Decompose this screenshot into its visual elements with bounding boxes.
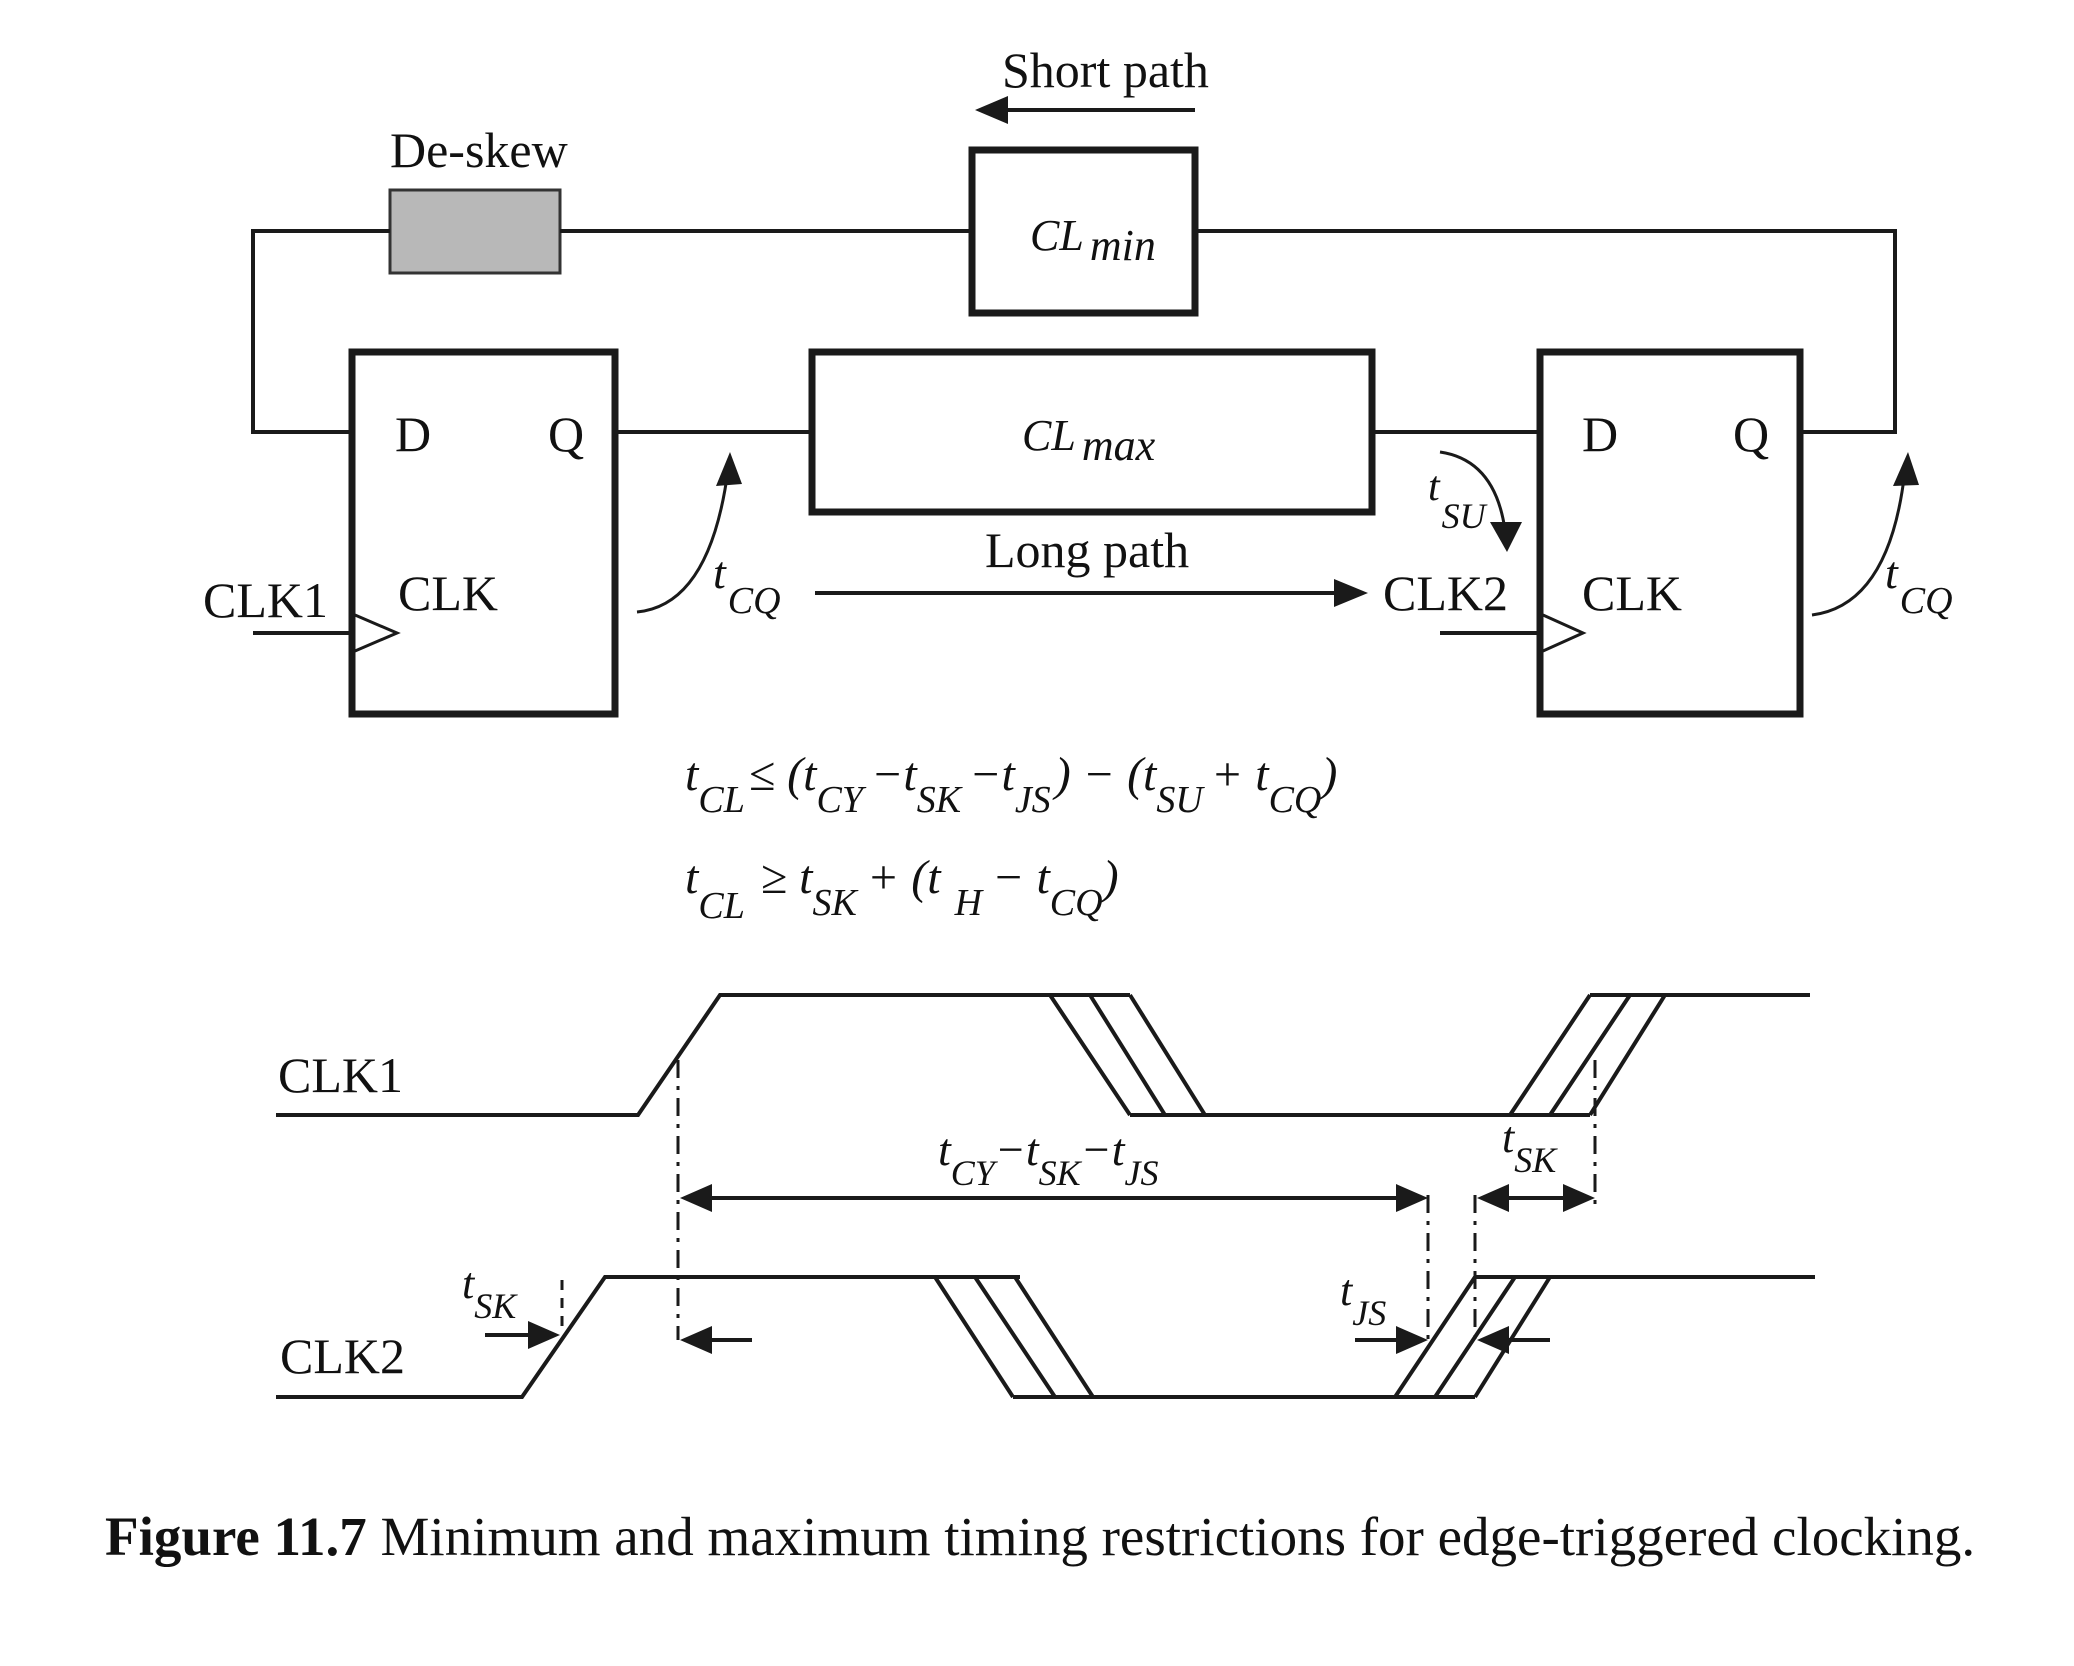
clk1-rise-edge-1 (1508, 993, 1592, 1117)
clk2-rise-edge-1 (1393, 1275, 1477, 1399)
tsu-arrow-curve (1439, 450, 1507, 531)
clk2-waveform-label: CLK2 (280, 1328, 405, 1384)
tjs-label: tJS (1340, 1266, 1386, 1333)
tcy-arrow-left (680, 1184, 712, 1212)
tcq1-label: tCQ (713, 547, 781, 622)
de-skew-label: De-skew (390, 122, 568, 178)
figure-caption: Figure 11.7 Minimum and maximum timing r… (105, 1505, 2005, 1568)
clk2-fall-edge-1 (933, 1275, 1015, 1399)
timing-waveforms: CLK1 CLK2 tCY−tSK−tJS (276, 993, 1815, 1399)
clk2-fall-edge-3 (1013, 1275, 1095, 1399)
circuit-schematic: Short path De-skew CL min D Q CLK CLK1 CL… (203, 42, 1953, 718)
clk2-rise-edge-3 (1473, 1275, 1552, 1399)
tcq2-arrow-curve (1811, 469, 1907, 617)
clk2-waveform (276, 1275, 1020, 1399)
clk1-fall-edge-2 (1088, 993, 1167, 1117)
tjs-arrow-head-left (1396, 1326, 1428, 1354)
timing-equations: tCL≤ (tCY −tSK −tJS) − (tSU + tCQ) tCL≥ tSK… (685, 748, 1337, 927)
equation-max: tCL≤ (tCY −tSK −tJS) − (tSU + tCQ) (685, 748, 1337, 821)
ff2-d-label: D (1582, 406, 1618, 462)
cl-max-label: CL max (1022, 411, 1156, 470)
equation-min: tCL≥ tSK + (t H − tCQ) (685, 851, 1119, 927)
clk2-fall-edge-2 (973, 1275, 1057, 1399)
tcq1-arrow-curve (636, 469, 730, 614)
clk1-waveform (276, 993, 1130, 1117)
tsu-label: tSU (1428, 464, 1488, 536)
tcy-label: tCY−tSK−tJS (938, 1124, 1158, 1193)
de-skew-block (388, 188, 562, 275)
short-path-label: Short path (1002, 42, 1209, 98)
ff1-d-label: D (395, 406, 431, 462)
clk1-fall-edge-1 (1048, 993, 1132, 1117)
tsk-top-arrow-right (1563, 1184, 1595, 1212)
tcq1-arrow-head (716, 452, 742, 486)
cl-max-box (808, 348, 1376, 516)
caption-text: Minimum and maximum timing restrictions … (366, 1506, 1976, 1567)
tsk-left-label: tSK (462, 1259, 518, 1326)
tjs-arrow-head-right (1477, 1326, 1509, 1354)
ff2-clk-label: CLK (1582, 565, 1682, 621)
ff1-clk-label: CLK (398, 565, 498, 621)
ff2-clock-triangle (1542, 613, 1587, 653)
clk2-input-label: CLK2 (1383, 565, 1508, 621)
feedback-wire-right (1197, 229, 1897, 434)
clk1-waveform-label: CLK1 (278, 1047, 403, 1103)
ff1-q-label: Q (548, 406, 584, 462)
tsk-top-label: tSK (1502, 1113, 1558, 1180)
cl-min-label: CL min (1030, 211, 1156, 270)
tsu-arrow-head (1490, 522, 1522, 552)
tcy-arrow-right (1396, 1184, 1428, 1212)
tsk-left-arrow-head (528, 1321, 560, 1349)
long-path-arrow-head (1334, 579, 1368, 607)
clk1-rise-edge-3 (1588, 993, 1667, 1117)
tsk-top-arrow-left (1477, 1184, 1509, 1212)
figure-number: Figure 11.7 (105, 1506, 367, 1567)
clk1-input-label: CLK1 (203, 572, 328, 628)
flip-flop-2 (1536, 348, 1804, 718)
ff2-q-label: Q (1733, 406, 1769, 462)
feedback-wire-left (251, 229, 390, 434)
tcq2-arrow-head (1893, 452, 1919, 486)
long-path-label: Long path (985, 522, 1189, 578)
clk1-fall-edge-3 (1128, 993, 1207, 1117)
cl-min-box (968, 146, 1199, 317)
short-path-arrow-head (975, 96, 1008, 124)
clk1-rise-edge-2 (1548, 993, 1632, 1117)
clk2-ref-arrow-head (680, 1326, 712, 1354)
flip-flop-1 (348, 348, 619, 718)
tcq2-label: tCQ (1885, 547, 1953, 622)
ff1-clock-triangle (354, 613, 401, 653)
